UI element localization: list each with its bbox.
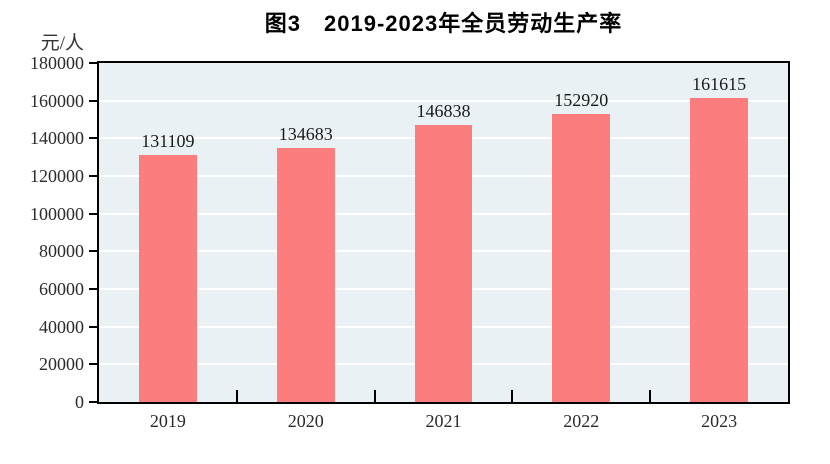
y-axis-tick-label: 160000	[30, 90, 84, 111]
x-axis-tick	[373, 390, 376, 402]
bar-2022	[552, 114, 611, 402]
y-axis-tick-label: 180000	[30, 53, 84, 73]
x-axis-category-label: 2019	[149, 411, 186, 431]
gridline	[99, 99, 788, 102]
x-axis-category-label: 2020	[287, 411, 324, 431]
x-axis-tick	[649, 390, 652, 402]
y-axis-tick	[89, 363, 98, 366]
x-axis-category-label: 2022	[563, 411, 600, 431]
y-axis-tick	[89, 250, 98, 253]
y-axis-tick-label: 80000	[39, 241, 84, 262]
y-axis-tick	[89, 212, 98, 215]
bar-value-label: 146838	[416, 101, 471, 122]
y-axis-tick-label: 40000	[39, 316, 84, 337]
bar-2020	[276, 148, 335, 402]
plot-area: 131109 134683 146838 152920 161615	[89, 61, 790, 404]
y-axis-tick-label: 20000	[39, 354, 84, 375]
bar-value-label: 161615	[692, 73, 747, 94]
bar-2021	[414, 125, 473, 402]
bar-2019	[138, 155, 197, 402]
bar-2023	[690, 97, 749, 402]
y-axis-tick	[89, 62, 98, 64]
bar-value-label: 134683	[278, 124, 333, 145]
y-axis-tick	[89, 325, 98, 328]
x-axis-tick	[511, 390, 514, 402]
y-axis-tick-label: 0	[75, 392, 84, 412]
y-axis-tick-label: 100000	[30, 203, 84, 224]
y-axis-tick	[89, 99, 98, 102]
y-axis-tick-label: 120000	[30, 166, 84, 186]
y-axis-tick	[89, 137, 98, 140]
bar-value-label: 131109	[141, 131, 195, 152]
chart-title: 图3 2019-2023年全员劳动生产率	[264, 11, 623, 36]
x-axis-category-label: 2021	[425, 411, 462, 431]
bar-value-label: 152920	[554, 90, 609, 111]
y-axis-tick-label: 60000	[39, 279, 84, 299]
y-axis-tick	[89, 175, 98, 177]
y-axis-tick-label: 140000	[30, 128, 84, 149]
x-axis-tick	[235, 390, 238, 402]
x-axis-category-label: 2023	[701, 411, 738, 431]
y-axis-tick	[89, 288, 98, 290]
y-axis-tick	[89, 401, 98, 403]
y-axis-unit-label: 元/人	[40, 33, 84, 54]
